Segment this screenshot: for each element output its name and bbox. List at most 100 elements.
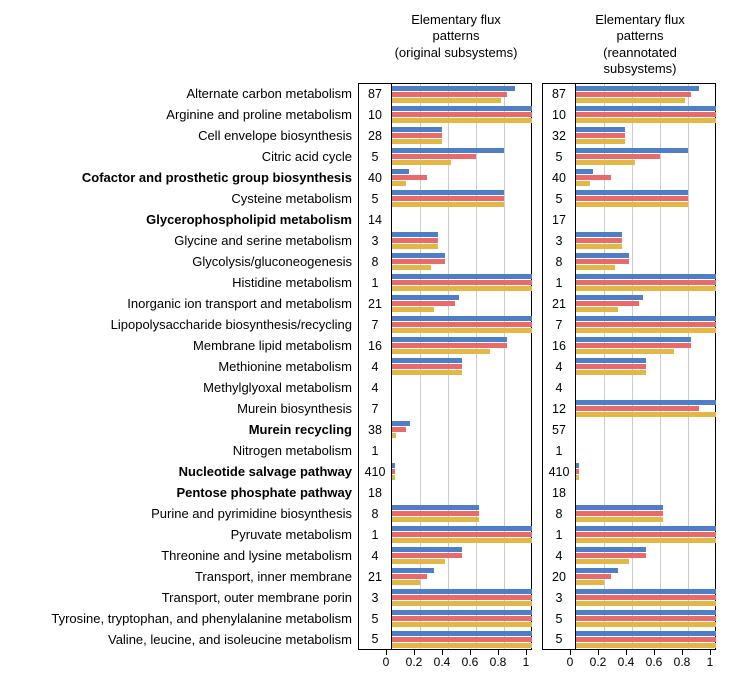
bar-cell [576, 419, 716, 440]
count-value: 1 [372, 444, 379, 458]
panel-gap [532, 230, 542, 251]
bar-series-0 [576, 337, 691, 342]
count-value: 32 [552, 129, 566, 143]
count-cell: 17 [542, 209, 576, 230]
count-value: 4 [372, 549, 379, 563]
grid-line [688, 125, 689, 146]
grid-line [504, 398, 505, 419]
bar-cell [576, 272, 716, 293]
axis-count-spacer [536, 650, 570, 672]
count-value: 21 [368, 297, 382, 311]
count-value: 7 [372, 318, 379, 332]
grid-line [604, 377, 605, 398]
grid-line [688, 293, 689, 314]
grid-line [632, 482, 633, 503]
tick-label: 0 [567, 655, 574, 669]
panel-header: Elementary flux patterns(original subsys… [386, 12, 526, 83]
bar-series-0 [576, 463, 579, 468]
bar-cell [576, 188, 716, 209]
grid-line [420, 461, 421, 482]
bar-series-1 [576, 532, 716, 537]
grid-line [660, 461, 661, 482]
grid-line [632, 230, 633, 251]
bar-series-0 [392, 610, 532, 615]
x-axis: 00.20.40.60.81 [570, 650, 710, 672]
grid-line [660, 566, 661, 587]
bar-series-2 [576, 349, 674, 354]
count-value: 18 [368, 486, 382, 500]
grid-line [476, 356, 477, 377]
grid-line [504, 377, 505, 398]
grid-line [448, 440, 449, 461]
panel-gap [532, 545, 542, 566]
row-label: Glycine and serine metabolism [12, 230, 358, 251]
count-cell: 4 [542, 545, 576, 566]
bar-cell [392, 188, 532, 209]
count-value: 3 [556, 234, 563, 248]
count-cell: 410 [358, 461, 392, 482]
panel-gap [532, 608, 542, 629]
count-value: 40 [368, 171, 382, 185]
grid-line [688, 482, 689, 503]
panel-header-line2: (reannotated subsystems) [570, 45, 710, 78]
count-cell: 8 [358, 251, 392, 272]
count-value: 5 [556, 192, 563, 206]
count-cell: 32 [542, 125, 576, 146]
table-row: Nucleotide salvage pathway410410 [12, 461, 732, 482]
bar-series-2 [576, 412, 716, 417]
bar-series-0 [392, 106, 532, 111]
grid-line [504, 125, 505, 146]
grid-line [632, 461, 633, 482]
count-value: 10 [552, 108, 566, 122]
table-row: Tyrosine, tryptophan, and phenylalanine … [12, 608, 732, 629]
grid-line [660, 230, 661, 251]
count-cell: 4 [358, 377, 392, 398]
grid-line [660, 209, 661, 230]
count-value: 4 [556, 549, 563, 563]
count-cell: 1 [542, 524, 576, 545]
grid-line [476, 377, 477, 398]
count-value: 4 [556, 360, 563, 374]
count-cell: 1 [358, 440, 392, 461]
bar-series-0 [392, 169, 409, 174]
bar-series-2 [576, 202, 688, 207]
bar-series-0 [392, 358, 462, 363]
count-value: 12 [552, 402, 566, 416]
count-cell: 18 [542, 482, 576, 503]
grid-line [420, 482, 421, 503]
bar-series-2 [576, 286, 716, 291]
bar-series-1 [392, 196, 504, 201]
panel-gap [532, 104, 542, 125]
count-cell: 3 [358, 230, 392, 251]
bar-series-1 [392, 259, 445, 264]
bar-series-2 [392, 475, 395, 480]
bar-series-2 [576, 643, 716, 648]
bar-cell [392, 524, 532, 545]
bar-series-0 [392, 547, 462, 552]
bar-series-1 [576, 364, 646, 369]
count-cell: 3 [542, 587, 576, 608]
bar-series-1 [576, 175, 611, 180]
bar-series-1 [392, 364, 462, 369]
bar-series-0 [392, 421, 410, 426]
row-label: Glycerophospholipid metabolism [12, 209, 358, 230]
bar-series-2 [576, 370, 646, 375]
tick-label: 0.8 [674, 655, 691, 669]
table-row: Transport, inner membrane2120 [12, 566, 732, 587]
grid-line [660, 482, 661, 503]
bar-series-0 [576, 232, 622, 237]
bar-series-1 [392, 616, 532, 621]
count-cell: 7 [358, 314, 392, 335]
table-row: Cell envelope biosynthesis2832 [12, 125, 732, 146]
bar-cell [576, 293, 716, 314]
tick-label: 0.4 [618, 655, 635, 669]
row-label: Murein biosynthesis [12, 398, 358, 419]
bar-series-0 [576, 568, 618, 573]
grid-line [476, 419, 477, 440]
bar-series-1 [392, 574, 427, 579]
panel-gap [532, 440, 542, 461]
grid-line [420, 377, 421, 398]
count-cell: 40 [542, 167, 576, 188]
bar-series-0 [392, 148, 504, 153]
bar-series-2 [576, 475, 579, 480]
